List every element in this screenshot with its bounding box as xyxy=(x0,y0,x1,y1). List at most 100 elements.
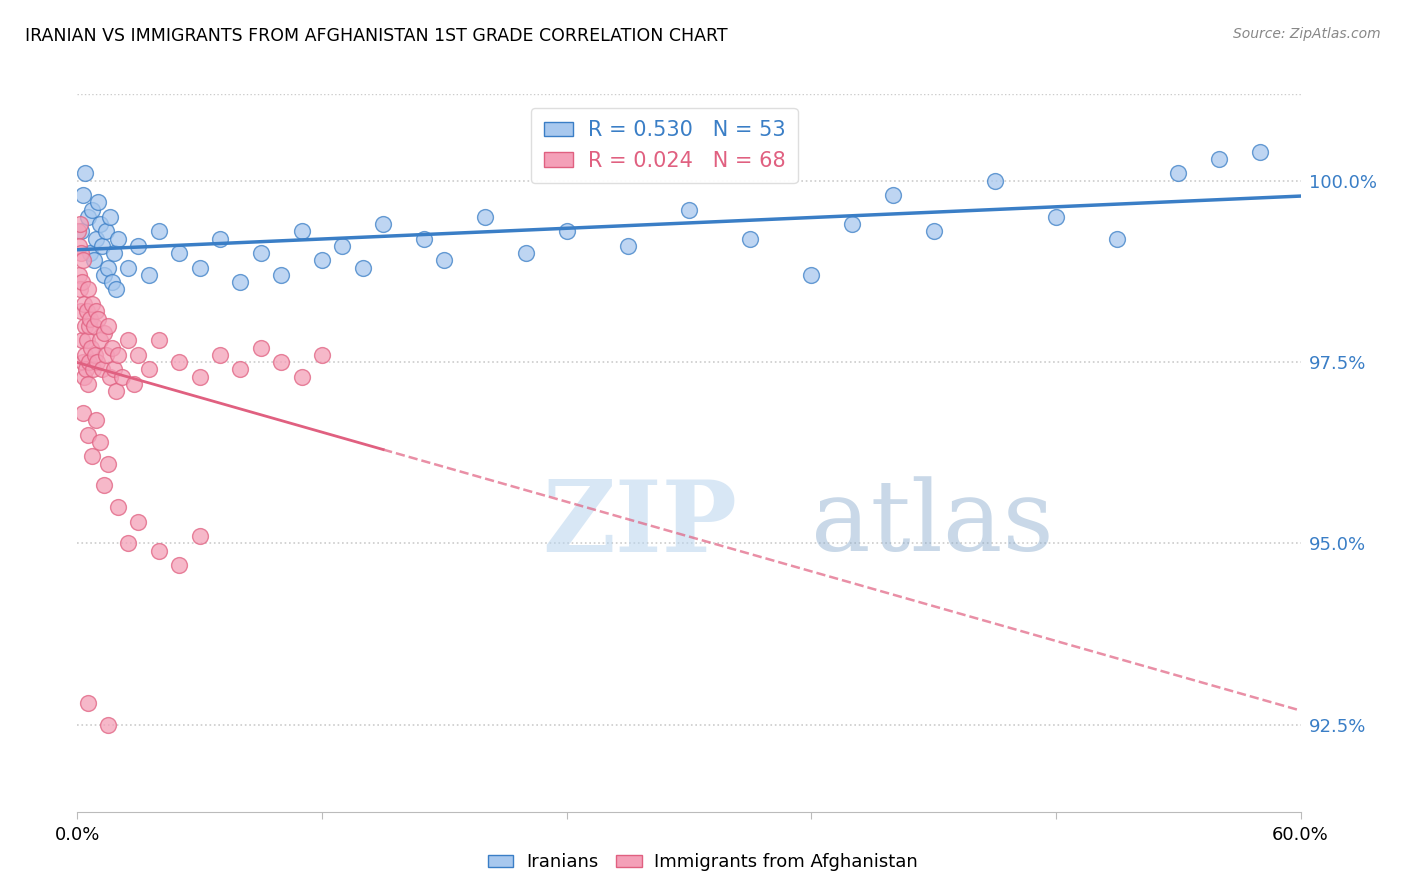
Point xyxy=(94,348,117,362)
Point xyxy=(76,283,98,297)
Point xyxy=(117,536,139,550)
Text: Source: ZipAtlas.com: Source: ZipAtlas.com xyxy=(1233,27,1381,41)
Point xyxy=(83,253,105,268)
Point xyxy=(103,246,125,260)
Point xyxy=(77,376,100,391)
Point xyxy=(678,202,700,217)
Point xyxy=(70,304,93,318)
Point xyxy=(413,232,436,246)
Point xyxy=(250,246,273,260)
Point xyxy=(127,239,149,253)
Point xyxy=(188,260,211,275)
Point xyxy=(270,268,292,282)
Point xyxy=(73,369,96,384)
Point xyxy=(371,217,394,231)
Point xyxy=(93,268,115,282)
Point xyxy=(76,696,98,710)
Point xyxy=(98,369,121,384)
Point xyxy=(67,224,90,238)
Point xyxy=(555,224,578,238)
Point xyxy=(79,341,101,355)
Point xyxy=(76,333,98,347)
Point xyxy=(229,275,252,289)
Point xyxy=(83,348,105,362)
Point xyxy=(882,188,904,202)
Point xyxy=(86,355,108,369)
Point xyxy=(515,246,537,260)
Point xyxy=(69,283,91,297)
Point xyxy=(208,232,231,246)
Point xyxy=(87,311,110,326)
Point xyxy=(89,333,111,347)
Point xyxy=(270,355,292,369)
Point xyxy=(229,362,252,376)
Point xyxy=(101,275,124,289)
Point xyxy=(617,239,640,253)
Point xyxy=(84,304,107,318)
Point xyxy=(111,369,134,384)
Point xyxy=(93,326,115,340)
Point xyxy=(87,195,110,210)
Point xyxy=(76,304,98,318)
Point xyxy=(70,333,93,347)
Point xyxy=(98,210,121,224)
Point xyxy=(72,275,94,289)
Point xyxy=(1249,145,1271,159)
Legend: R = 0.530   N = 53, R = 0.024   N = 68: R = 0.530 N = 53, R = 0.024 N = 68 xyxy=(531,108,797,183)
Point xyxy=(148,224,170,238)
Point xyxy=(97,260,120,275)
Point xyxy=(1208,152,1230,166)
Point xyxy=(107,348,129,362)
Point xyxy=(75,166,97,180)
Point xyxy=(83,318,105,333)
Point xyxy=(77,355,100,369)
Point xyxy=(72,406,94,420)
Point xyxy=(90,362,112,376)
Point xyxy=(107,232,129,246)
Point xyxy=(101,341,124,355)
Point xyxy=(70,246,93,260)
Point xyxy=(138,362,160,376)
Point xyxy=(148,543,170,558)
Point xyxy=(97,457,120,471)
Point xyxy=(117,260,139,275)
Point xyxy=(75,318,97,333)
Point xyxy=(290,369,312,384)
Point xyxy=(148,333,170,347)
Point xyxy=(79,246,101,260)
Point xyxy=(474,210,496,224)
Point xyxy=(127,348,149,362)
Point xyxy=(127,515,149,529)
Point xyxy=(1107,232,1129,246)
Point xyxy=(90,239,112,253)
Point xyxy=(72,253,94,268)
Point xyxy=(138,268,160,282)
Point xyxy=(841,217,863,231)
Point xyxy=(94,224,117,238)
Point xyxy=(740,232,762,246)
Point xyxy=(188,529,211,543)
Point xyxy=(97,717,120,731)
Point xyxy=(1167,166,1189,180)
Point xyxy=(73,297,96,311)
Point xyxy=(77,318,100,333)
Point xyxy=(311,348,333,362)
Point xyxy=(76,427,98,442)
Point xyxy=(922,224,945,238)
Point xyxy=(76,210,98,224)
Point xyxy=(84,232,107,246)
Point xyxy=(75,362,97,376)
Point xyxy=(89,217,111,231)
Text: atlas: atlas xyxy=(811,476,1054,573)
Point xyxy=(84,413,107,427)
Point xyxy=(80,450,103,464)
Point xyxy=(82,362,104,376)
Point xyxy=(433,253,456,268)
Point xyxy=(72,188,94,202)
Point xyxy=(352,260,374,275)
Point xyxy=(79,311,101,326)
Point xyxy=(103,362,125,376)
Point xyxy=(188,369,211,384)
Point xyxy=(169,246,191,260)
Point xyxy=(250,341,273,355)
